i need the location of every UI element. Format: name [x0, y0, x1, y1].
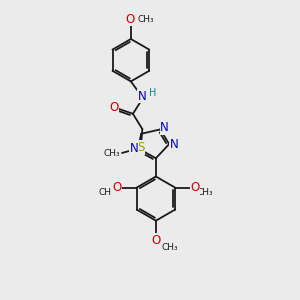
Text: O: O [190, 181, 200, 194]
Text: O: O [151, 234, 160, 247]
Text: H: H [149, 88, 157, 98]
Text: N: N [129, 142, 138, 155]
Text: O: O [126, 13, 135, 26]
Text: O: O [112, 181, 122, 194]
Text: N: N [137, 90, 146, 103]
Text: CH₃: CH₃ [197, 188, 213, 197]
Text: O: O [110, 100, 119, 113]
Text: CH₃: CH₃ [161, 243, 178, 252]
Text: CH₃: CH₃ [137, 15, 154, 24]
Text: CH₃: CH₃ [104, 149, 121, 158]
Text: CH₃: CH₃ [98, 188, 115, 197]
Text: N: N [160, 122, 169, 134]
Text: N: N [170, 138, 179, 151]
Text: S: S [137, 141, 145, 154]
